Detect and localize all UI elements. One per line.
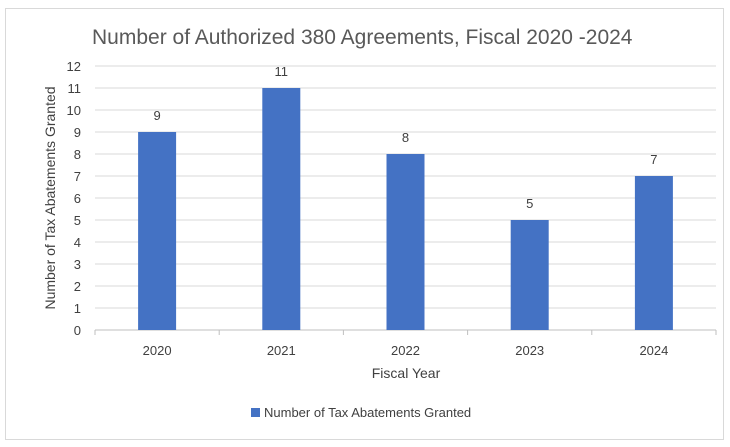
chart-title: Number of Authorized 380 Agreements, Fis…	[92, 26, 633, 49]
y-tick-label: 5	[74, 213, 81, 228]
bar	[138, 132, 177, 330]
y-tick-label: 4	[74, 235, 81, 250]
data-label: 7	[650, 152, 657, 167]
bar	[262, 88, 301, 330]
x-tick-label: 2023	[515, 343, 544, 358]
y-tick-label: 10	[67, 103, 81, 118]
x-tick-label: 2022	[391, 343, 420, 358]
y-tick-label: 6	[74, 191, 81, 206]
chart-frame	[5, 8, 724, 440]
data-label: 9	[153, 108, 160, 123]
y-tick-label: 11	[68, 81, 82, 96]
y-tick-label: 0	[74, 323, 81, 338]
x-axis-label: Fiscal Year	[372, 365, 441, 381]
data-label: 11	[275, 64, 289, 79]
legend: Number of Tax Abatements Granted	[251, 405, 471, 420]
legend-label: Number of Tax Abatements Granted	[264, 405, 471, 420]
x-tick-label: 2021	[267, 343, 296, 358]
y-tick-label: 7	[74, 169, 81, 184]
y-tick-label: 3	[74, 257, 81, 272]
bar	[634, 176, 673, 330]
y-tick-label: 12	[67, 59, 81, 74]
y-tick-label: 2	[74, 279, 81, 294]
x-tick-label: 2020	[143, 343, 172, 358]
y-tick-label: 8	[74, 147, 81, 162]
y-axis-label: Number of Tax Abatements Granted	[42, 86, 58, 309]
y-tick-label: 9	[74, 125, 81, 140]
data-label: 5	[526, 196, 533, 211]
legend-swatch	[251, 408, 260, 417]
bar	[386, 154, 425, 330]
data-label: 8	[402, 130, 409, 145]
x-tick-label: 2024	[639, 343, 668, 358]
bar	[510, 220, 549, 330]
y-tick-label: 1	[74, 301, 81, 316]
